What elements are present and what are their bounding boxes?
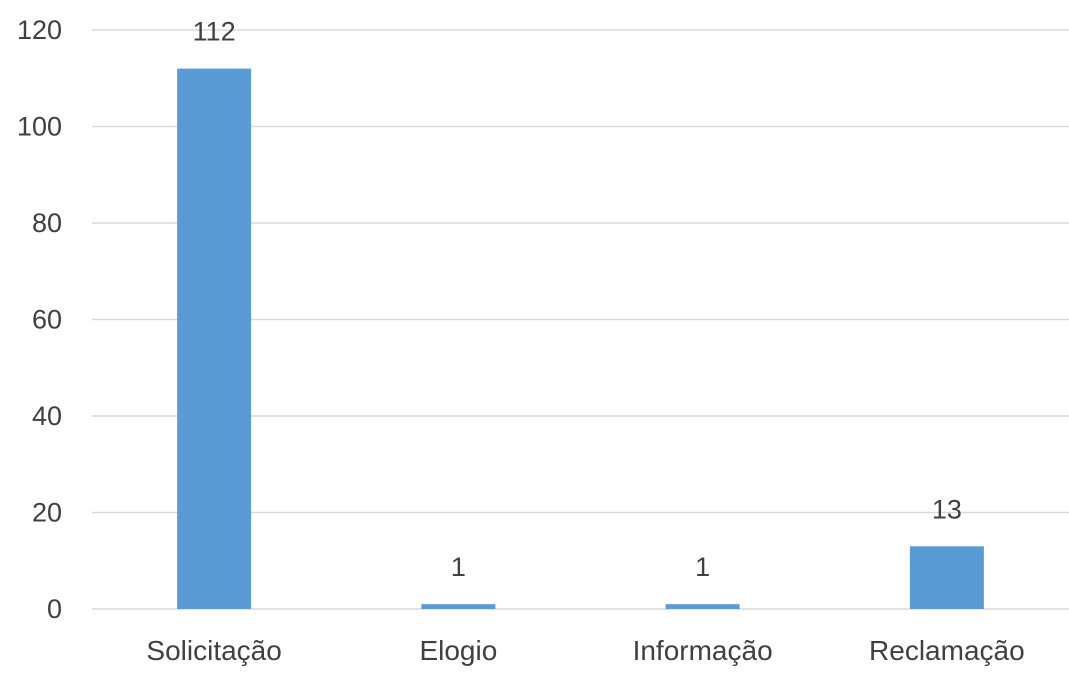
data-label-2: 1 (451, 552, 466, 582)
y-tick-label-80: 80 (32, 208, 62, 238)
data-label-4: 13 (932, 494, 962, 524)
y-tick-label-40: 40 (32, 401, 62, 431)
y-tick-label-20: 20 (32, 498, 62, 528)
category-label-3: Informação (633, 635, 773, 666)
y-tick-label-120: 120 (17, 15, 62, 45)
x-axis-category-labels: Solicitação Elogio Informação Reclamação (146, 635, 1024, 666)
bars (177, 68, 984, 610)
y-tick-label-0: 0 (47, 594, 62, 624)
bar-3 (665, 604, 740, 609)
category-label-4: Reclamação (869, 635, 1025, 666)
bar-1 (177, 68, 252, 610)
y-tick-label-60: 60 (32, 305, 62, 335)
data-label-3: 1 (695, 552, 710, 582)
data-label-1: 112 (193, 17, 236, 47)
y-tick-label-100: 100 (17, 112, 62, 142)
y-axis-tick-labels: 0 20 40 60 80 100 120 (17, 15, 62, 624)
gridlines (92, 29, 1069, 610)
category-label-1: Solicitação (146, 635, 281, 666)
bar-2 (421, 604, 496, 609)
bar-4 (909, 546, 984, 609)
category-label-2: Elogio (419, 635, 497, 666)
data-labels: 112 1 1 13 (193, 17, 962, 583)
